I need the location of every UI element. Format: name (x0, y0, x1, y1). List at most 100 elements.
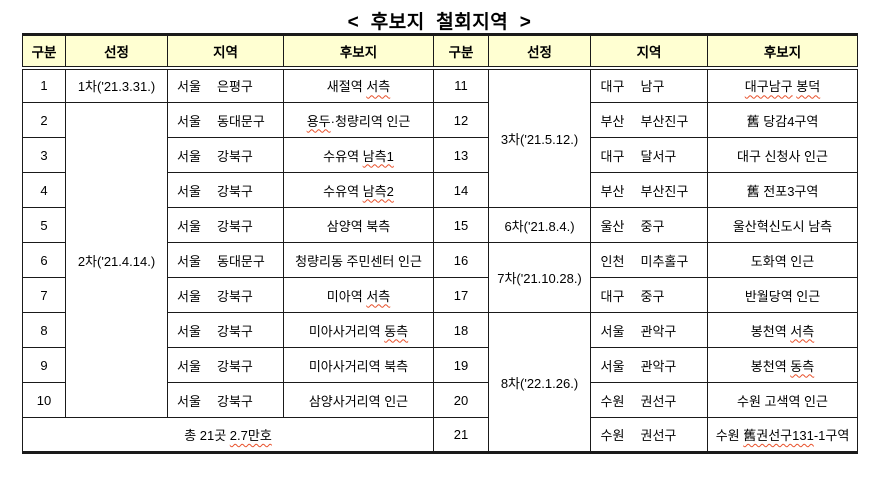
column-header-jiyeok-right: 지역 (590, 34, 708, 70)
region-city: 서울 (177, 288, 201, 304)
region-district: 강북구 (217, 393, 253, 409)
column-header-seonjeong-left: 선정 (65, 34, 168, 70)
candidate-site-cell: 수원 舊권선구131-1구역 (707, 417, 858, 453)
row-number-cell: 4 (22, 172, 66, 208)
region-cell: 서울 강북구 (167, 277, 284, 313)
region-cell: 대구 남구 (590, 67, 708, 103)
table-row: 4 서울 강북구 수유역 남측2 14 부산 부산진구 舊 전포3구역 (22, 172, 858, 208)
candidate-site-cell: 대구남구 봉덕 (707, 67, 858, 103)
region-city: 서울 (177, 148, 201, 164)
row-number-cell: 15 (433, 207, 489, 243)
column-header-gubun-left: 구분 (22, 34, 66, 70)
table-row: 1 1차('21.3.31.) 서울 은평구 새절역 서측 11 3차('21.5.12.)… (22, 67, 858, 208)
region-city: 서울 (177, 358, 201, 374)
region-cell: 수원 권선구 (590, 382, 708, 418)
region-district: 권선구 (640, 428, 677, 443)
region-cell: 서울 동대문구 (167, 242, 284, 278)
row-number-cell: 13 (433, 137, 489, 173)
candidate-site-cell: 舊 당감4구역 (707, 102, 858, 138)
misspell-underline: 2.7만호 (229, 428, 272, 443)
row-number-cell: 5 (22, 207, 66, 243)
region-cell: 서울 관악구 (590, 347, 708, 383)
misspell-underline: 서측 (366, 79, 391, 95)
misspell-underline: 남측1 (362, 148, 394, 164)
misspell-underline: 대구남구 (744, 79, 793, 95)
row-number-cell: 21 (433, 417, 489, 453)
row-number-cell: 14 (433, 172, 489, 208)
region-district: 강북구 (217, 183, 253, 199)
candidate-site-cell: 도화역 인근 (707, 242, 858, 278)
candidate-site-cell: 삼양사거리역 인근 (283, 382, 434, 418)
region-city: 대구 (600, 288, 625, 304)
region-district: 권선구 (640, 393, 677, 409)
region-district: 은평구 (217, 79, 253, 95)
row-number-cell: 7 (22, 277, 66, 313)
region-cell: 울산 중구 (590, 207, 708, 243)
region-cell: 서울 강북구 (167, 382, 284, 418)
region-city: 대구 (600, 148, 625, 164)
row-number-cell: 19 (433, 347, 489, 383)
region-district: 강북구 (217, 288, 253, 304)
selection-round-cell: 1차('21.3.31.) (65, 67, 168, 103)
selection-round-cell: 8차('22.1.26.) (488, 312, 591, 453)
region-city: 서울 (177, 218, 201, 234)
row-number-cell: 12 (433, 102, 489, 138)
region-cell: 서울 강북구 (167, 347, 284, 383)
region-city: 서울 (600, 323, 625, 339)
region-city: 서울 (177, 113, 201, 129)
region-district: 강북구 (217, 323, 253, 339)
row-number-cell: 3 (22, 137, 66, 173)
row-number-cell: 6 (22, 242, 66, 278)
candidate-site-cell: 새절역 서측 (283, 67, 434, 103)
row-number-cell: 9 (22, 347, 66, 383)
candidate-site-cell: 반월당역 인근 (707, 277, 858, 313)
region-city: 부산 (600, 113, 625, 129)
row-number-cell: 18 (433, 312, 489, 348)
table-row: 3 서울 강북구 수유역 남측1 13 대구 달서구 대구 신청사 인근 (22, 137, 858, 173)
region-district: 동대문구 (217, 113, 265, 129)
misspell-underline: 봉덕 (796, 79, 821, 95)
region-cell: 부산 부산진구 (590, 172, 708, 208)
region-city: 서울 (177, 183, 201, 199)
candidate-site-cell: 울산혁신도시 남측 (707, 207, 858, 243)
table-header: 구분 선정 지역 후보지 구분 선정 지역 후보지 (22, 34, 858, 70)
region-district: 강북구 (217, 148, 253, 164)
table-row: 9 서울 강북구 미아사거리역 북측 19 서울 관악구 봉천역 동측 (22, 347, 858, 383)
misspell-underline: 동측 (384, 323, 409, 339)
region-cell: 서울 강북구 (167, 312, 284, 348)
region-city: 수원 (600, 393, 625, 409)
region-district: 강북구 (217, 218, 253, 234)
table-row: 5 서울 강북구 삼양역 북측 15 6차('21.8.4.) 울산 중구 울산혁신도시 남측 (22, 207, 858, 243)
row-number-cell: 17 (433, 277, 489, 313)
region-district: 관악구 (640, 358, 677, 374)
header-row: 구분 선정 지역 후보지 구분 선정 지역 후보지 (22, 34, 858, 70)
selection-round-cell: 2차('21.4.14.) (65, 102, 168, 418)
selection-round-cell: 3차('21.5.12.) (488, 67, 591, 208)
page-title: < 후보지 철회지역 > (347, 12, 532, 33)
total-summary-cell: 총 21곳 2.7만호 (22, 417, 434, 453)
region-district: 남구 (640, 79, 665, 95)
selection-round-cell: 6차('21.8.4.) (488, 207, 591, 243)
region-city: 서울 (177, 79, 201, 95)
region-district: 동대문구 (217, 253, 265, 269)
region-district: 미추홀구 (640, 253, 689, 269)
region-city: 인천 (600, 253, 625, 269)
candidate-site-cell: 대구 신청사 인근 (707, 137, 858, 173)
misspell-underline: 서측 (790, 323, 815, 339)
table-row: 8 서울 강북구 미아사거리역 동측 18 8차('22.1.26.) 서울 관악구 봉천역 서… (22, 312, 858, 453)
row-number-cell: 10 (22, 382, 66, 418)
region-district: 강북구 (217, 358, 253, 374)
column-header-huboji-left: 후보지 (283, 34, 434, 70)
candidate-site-cell: 舊 전포3구역 (707, 172, 858, 208)
selection-round-cell: 7차('21.10.28.) (488, 242, 591, 313)
candidate-site-cell: 수원 고색역 인근 (707, 382, 858, 418)
table-row: 10 서울 강북구 삼양사거리역 인근 20 수원 권선구 수원 고색역 인근 (22, 382, 858, 418)
candidate-site-cell: 미아역 서측 (283, 277, 434, 313)
region-district: 부산진구 (640, 113, 689, 129)
region-district: 중구 (640, 288, 665, 304)
region-city: 부산 (600, 183, 625, 199)
withdrawal-table: 구분 선정 지역 후보지 구분 선정 지역 후보지 1 1차('21.3.31.)… (22, 33, 858, 454)
region-district: 중구 (640, 218, 665, 234)
region-cell: 대구 중구 (590, 277, 708, 313)
